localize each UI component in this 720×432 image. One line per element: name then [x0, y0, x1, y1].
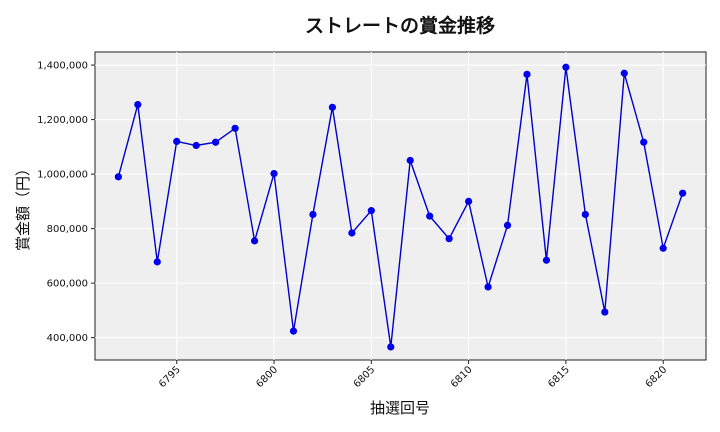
x-tick-label: 6820: [644, 364, 670, 390]
data-point: [289, 327, 298, 335]
y-tick-label: 400,000: [47, 333, 88, 344]
grid-lines: [95, 52, 706, 360]
data-point: [562, 63, 570, 71]
data-point: [406, 156, 414, 165]
y-axis-ticks: 400,000 600,000 800,000 1,000,000 1,200,000 1…: [37, 61, 95, 344]
data-point: [523, 70, 531, 78]
x-tick-label: 6810: [449, 364, 475, 390]
data-point: [659, 244, 667, 252]
data-point: [328, 103, 336, 111]
x-axis-label: 抽選回号: [370, 399, 430, 417]
data-point: [620, 69, 628, 77]
x-tick-label: 6815: [546, 364, 572, 390]
y-axis-label: 賞金額（円）: [14, 161, 32, 251]
x-tick-label: 6800: [254, 364, 280, 390]
data-point: [503, 221, 512, 229]
data-point: [426, 212, 434, 220]
data-point: [679, 189, 687, 197]
data-points: [114, 63, 687, 351]
data-point: [270, 169, 278, 178]
data-point: [387, 343, 395, 351]
data-point: [250, 237, 259, 245]
data-point: [581, 210, 589, 219]
plot-area: [94, 51, 707, 361]
y-tick-label: 1,200,000: [37, 115, 88, 126]
data-point: [309, 210, 317, 219]
data-point: [601, 308, 609, 316]
data-point: [484, 283, 492, 291]
data-point: [173, 137, 181, 146]
data-point: [640, 138, 648, 146]
data-point: [114, 173, 122, 181]
chart-title: ストレートの賞金推移: [305, 14, 495, 37]
data-point: [542, 256, 551, 264]
y-tick-label: 1,000,000: [37, 170, 88, 181]
data-point: [153, 258, 161, 266]
data-point: [348, 229, 356, 237]
data-point: [367, 207, 375, 215]
data-point: [212, 138, 220, 146]
data-point: [231, 124, 239, 132]
x-axis-ticks: 6795 6800 6805 6810 6815 6820: [157, 360, 669, 390]
y-tick-label: 1,400,000: [37, 61, 88, 72]
x-tick-label: 6795: [157, 364, 183, 390]
y-tick-label: 800,000: [47, 224, 88, 235]
x-tick-label: 6805: [352, 364, 378, 390]
data-point: [445, 235, 453, 243]
data-point: [134, 101, 142, 109]
y-tick-label: 600,000: [47, 279, 88, 290]
data-point: [465, 197, 473, 205]
data-point: [192, 141, 200, 150]
